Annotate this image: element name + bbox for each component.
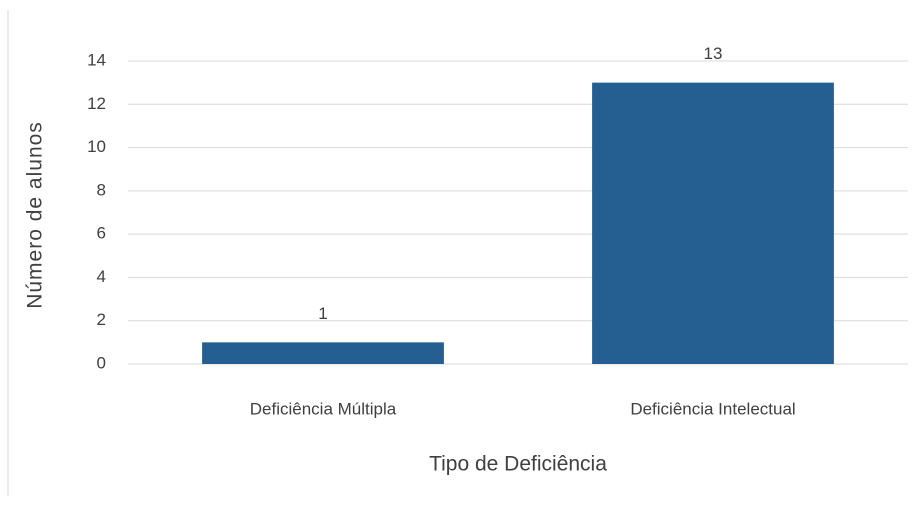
y-tick-label: 8 [97, 180, 106, 199]
data-label: 1 [318, 304, 327, 323]
bar [202, 342, 444, 364]
y-tick-label: 2 [97, 310, 106, 329]
x-tick-label: Deficiência Múltipla [250, 399, 397, 418]
y-tick-label: 4 [97, 267, 106, 286]
bar [592, 82, 834, 365]
y-tick-label: 12 [87, 94, 106, 113]
x-tick-label: Deficiência Intelectual [630, 399, 795, 418]
y-tick-label: 10 [87, 137, 106, 156]
data-label: 13 [704, 44, 723, 63]
x-axis-label: Tipo de Deficiência [429, 453, 607, 476]
y-tick-label: 6 [97, 224, 106, 243]
y-tick-label: 14 [87, 50, 106, 69]
y-tick-label: 0 [97, 353, 106, 372]
y-axis-label: Número de alunos [24, 121, 47, 309]
